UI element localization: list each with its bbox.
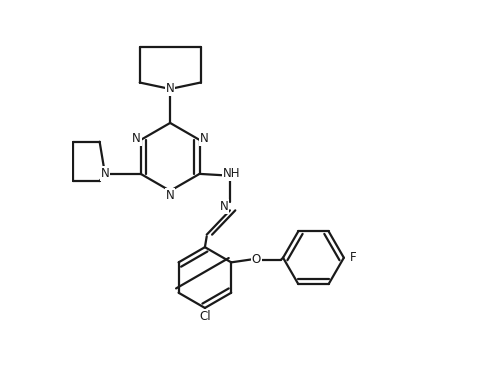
Text: N: N	[132, 132, 141, 145]
Text: F: F	[350, 251, 357, 264]
Text: O: O	[251, 253, 261, 266]
Text: Cl: Cl	[199, 311, 211, 324]
Text: N: N	[219, 200, 228, 213]
Text: N: N	[166, 188, 174, 202]
Text: N: N	[101, 167, 109, 180]
Text: NH: NH	[223, 167, 241, 180]
Text: N: N	[166, 82, 174, 95]
Text: N: N	[200, 132, 208, 145]
